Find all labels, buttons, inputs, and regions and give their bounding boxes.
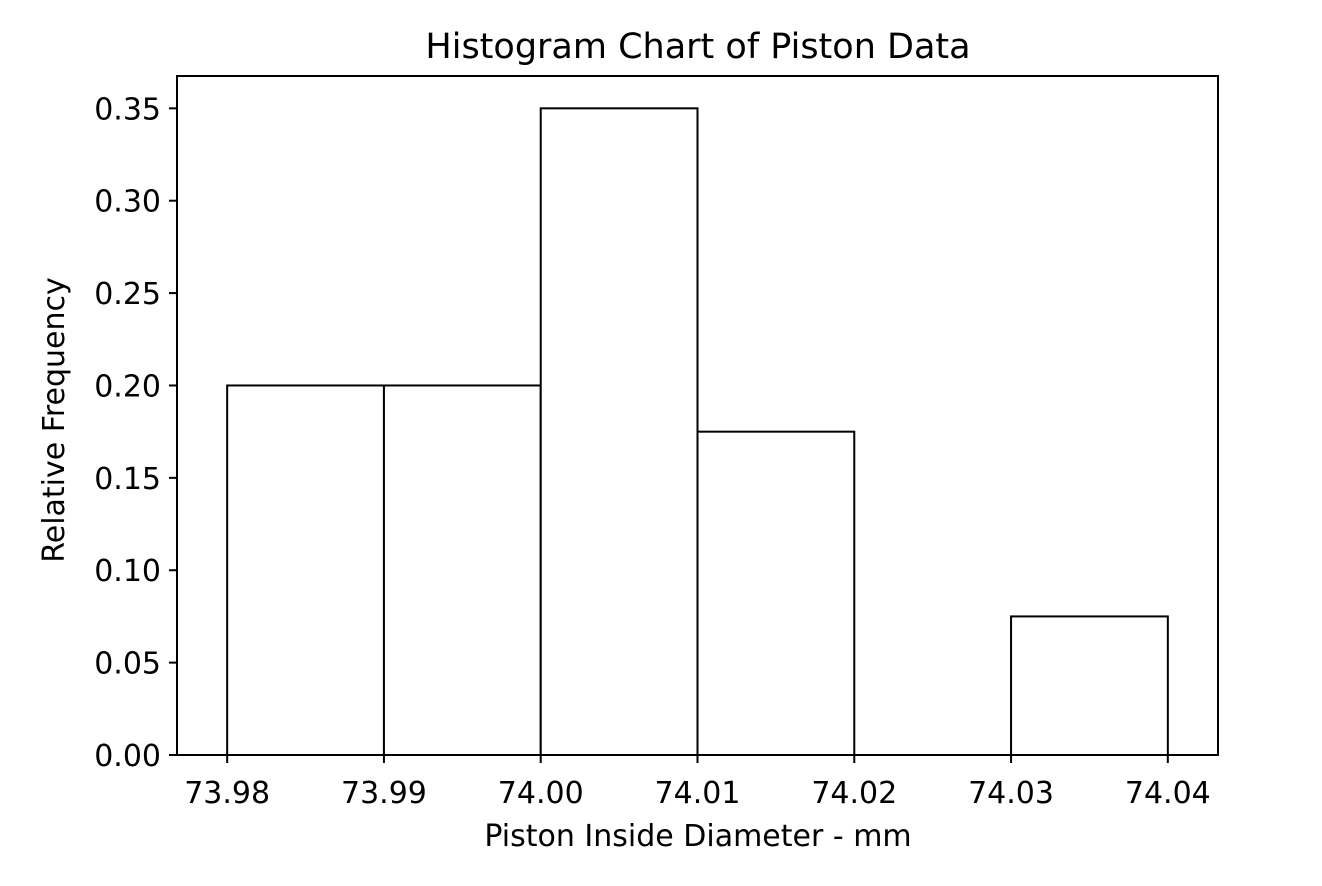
y-axis-label: Relative Frequency: [37, 277, 72, 563]
y-tick-label-3: 0.10: [94, 554, 161, 589]
histogram-bar-6: [1010, 615, 1169, 757]
y-tick-label-6: 0.25: [94, 277, 161, 312]
x-tick-label-1: 73.98: [184, 776, 270, 811]
x-tick-label-5: 74.02: [811, 776, 897, 811]
bars-group: [226, 107, 1169, 757]
y-axis-ticks: 0.00 0.05 0.10 0.15 0.20 0.25 0.30 0.35: [94, 92, 177, 774]
x-tick-label-7: 74.04: [1125, 776, 1211, 811]
histogram-bar-1: [226, 384, 385, 756]
y-tick-label-7: 0.30: [94, 185, 161, 220]
x-axis-label: Piston Inside Diameter - mm: [484, 819, 911, 854]
y-tick-label-1: 0.00: [94, 739, 161, 774]
x-tick-label-2: 73.99: [341, 776, 427, 811]
y-tick-label-4: 0.15: [94, 462, 161, 497]
x-tick-label-3: 74.00: [498, 776, 584, 811]
x-tick-label-4: 74.01: [655, 776, 741, 811]
x-tick-label-6: 74.03: [968, 776, 1054, 811]
histogram-bar-3: [539, 107, 699, 757]
chart-title: Histogram Chart of Piston Data: [425, 27, 970, 67]
y-tick-label-2: 0.05: [94, 647, 161, 682]
histogram-bar-2: [382, 384, 542, 756]
y-tick-label-5: 0.20: [94, 369, 161, 404]
x-axis-ticks: 73.98 73.99 74.00 74.01 74.02 74.03 74.04: [184, 755, 1211, 811]
y-tick-label-8: 0.35: [94, 92, 161, 127]
histogram-bar-4: [696, 430, 856, 756]
